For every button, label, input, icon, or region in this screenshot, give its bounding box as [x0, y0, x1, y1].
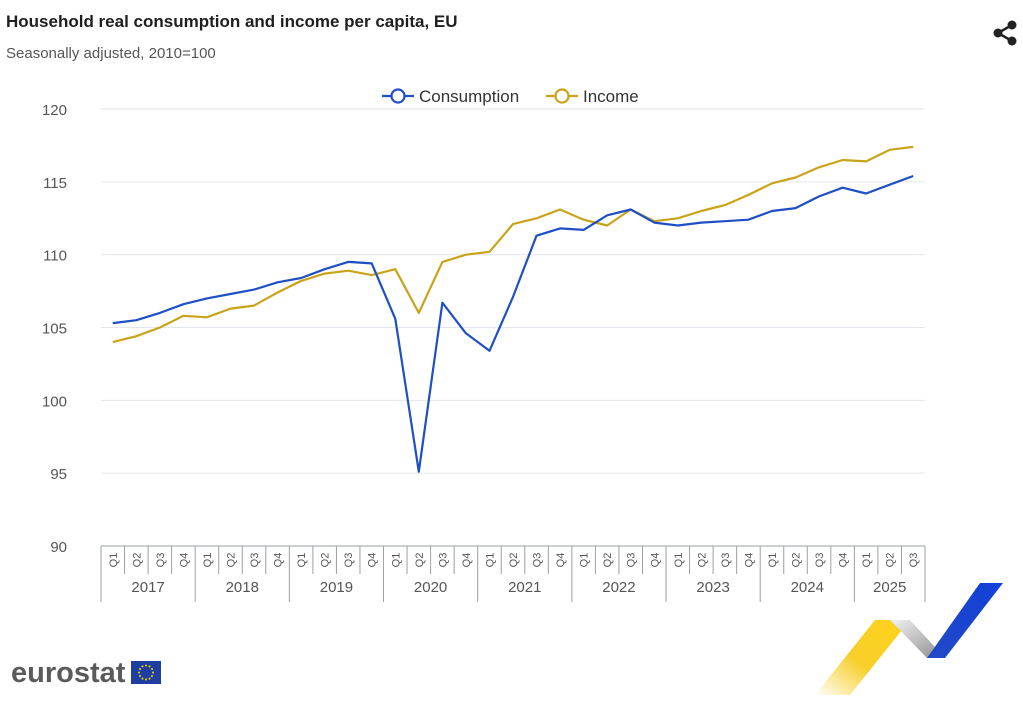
x-tick-label-year: 2025 [873, 579, 906, 596]
legend-item-income[interactable]: Income [546, 87, 639, 106]
x-tick-label-quarter: Q3 [720, 553, 732, 568]
share-icon[interactable] [990, 18, 1020, 48]
x-tick-label-quarter: Q2 [885, 553, 897, 568]
x-tick-label-quarter: Q2 [602, 553, 614, 568]
legend-label: Consumption [419, 87, 519, 106]
x-tick-label-year: 2019 [320, 579, 353, 596]
x-tick-label-quarter: Q4 [743, 553, 755, 568]
x-tick-label-year: 2023 [696, 579, 729, 596]
x-axis: Q1 Q2 Q3 Q4 Q1 Q2 Q3 Q4 Q1 Q2 Q3 Q4 Q1 Q2 Q3 Q4 Q1 Q2 Q3 Q4… [100, 545, 926, 602]
chart-title: Household real consumption and income pe… [6, 12, 458, 31]
x-tick-label-quarter: Q4 [649, 553, 661, 568]
chart-subtitle: Seasonally adjusted, 2010=100 [6, 45, 216, 62]
x-tick-label-year: 2024 [791, 579, 824, 596]
x-tick-label-quarter: Q3 [626, 553, 638, 568]
x-tick-label-quarter: Q1 [296, 553, 308, 568]
y-tick-label: 115 [43, 175, 67, 192]
x-tick-label-quarter: Q3 [532, 553, 544, 568]
legend-marker [554, 88, 570, 104]
x-tick-label-quarter: Q1 [390, 553, 402, 568]
y-tick-label: 105 [42, 321, 67, 338]
x-tick-label-quarter: Q4 [367, 553, 379, 568]
x-tick-label-quarter: Q4 [461, 553, 473, 568]
x-tick-label-quarter: Q2 [131, 553, 143, 568]
x-tick-label-quarter: Q1 [108, 553, 120, 568]
x-tick-label-quarter: Q1 [673, 553, 685, 568]
grid-lines [101, 108, 925, 474]
x-tick-label-quarter: Q4 [273, 553, 285, 568]
eurostat-logo: eurostat [11, 657, 126, 689]
y-tick-label: 95 [50, 466, 67, 483]
x-tick-label-quarter: Q2 [225, 553, 237, 568]
y-tick-label: 100 [42, 393, 67, 410]
x-tick-label-quarter: Q1 [202, 553, 214, 568]
legend-marker [390, 88, 406, 104]
x-tick-label-quarter: Q4 [838, 553, 850, 568]
x-tick-label-quarter: Q2 [508, 553, 520, 568]
x-tick-label-quarter: Q3 [343, 553, 355, 568]
y-tick-label: 120 [42, 102, 67, 119]
x-tick-label-quarter: Q4 [178, 553, 190, 568]
x-tick-label-quarter: Q1 [484, 553, 496, 568]
x-tick-label-year: 2022 [602, 579, 635, 596]
legend-item-consumption[interactable]: Consumption [382, 87, 519, 106]
series-line-income[interactable] [112, 145, 914, 344]
series-lines [112, 145, 914, 473]
y-tick-label: 90 [50, 539, 67, 556]
series-line-consumption[interactable] [112, 174, 914, 473]
x-tick-label-year: 2017 [131, 579, 164, 596]
x-tick-label-year: 2021 [508, 579, 541, 596]
x-tick-label-year: 2018 [226, 579, 259, 596]
x-tick-label-quarter: Q3 [908, 553, 920, 568]
x-tick-label-quarter: Q3 [437, 553, 449, 568]
eu-flag-icon [131, 661, 161, 684]
brand-decoration [815, 580, 1015, 700]
x-tick-label-year: 2020 [414, 579, 447, 596]
y-axis-ticks: 90 95 100 105 110 115 120 [42, 102, 67, 556]
x-tick-label-quarter: Q2 [320, 553, 332, 568]
legend-label: Income [583, 87, 639, 106]
x-tick-label-quarter: Q2 [696, 553, 708, 568]
x-tick-label-quarter: Q1 [861, 553, 873, 568]
x-tick-label-quarter: Q2 [414, 553, 426, 568]
y-tick-label: 110 [43, 248, 67, 265]
x-tick-label-quarter: Q2 [791, 553, 803, 568]
x-tick-label-quarter: Q1 [767, 553, 779, 568]
x-tick-label-quarter: Q1 [579, 553, 591, 568]
x-tick-label-quarter: Q3 [249, 553, 261, 568]
x-tick-label-quarter: Q4 [555, 553, 567, 568]
x-tick-label-quarter: Q3 [155, 553, 167, 568]
legend: Consumption Income [382, 87, 639, 106]
x-tick-label-quarter: Q3 [814, 553, 826, 568]
